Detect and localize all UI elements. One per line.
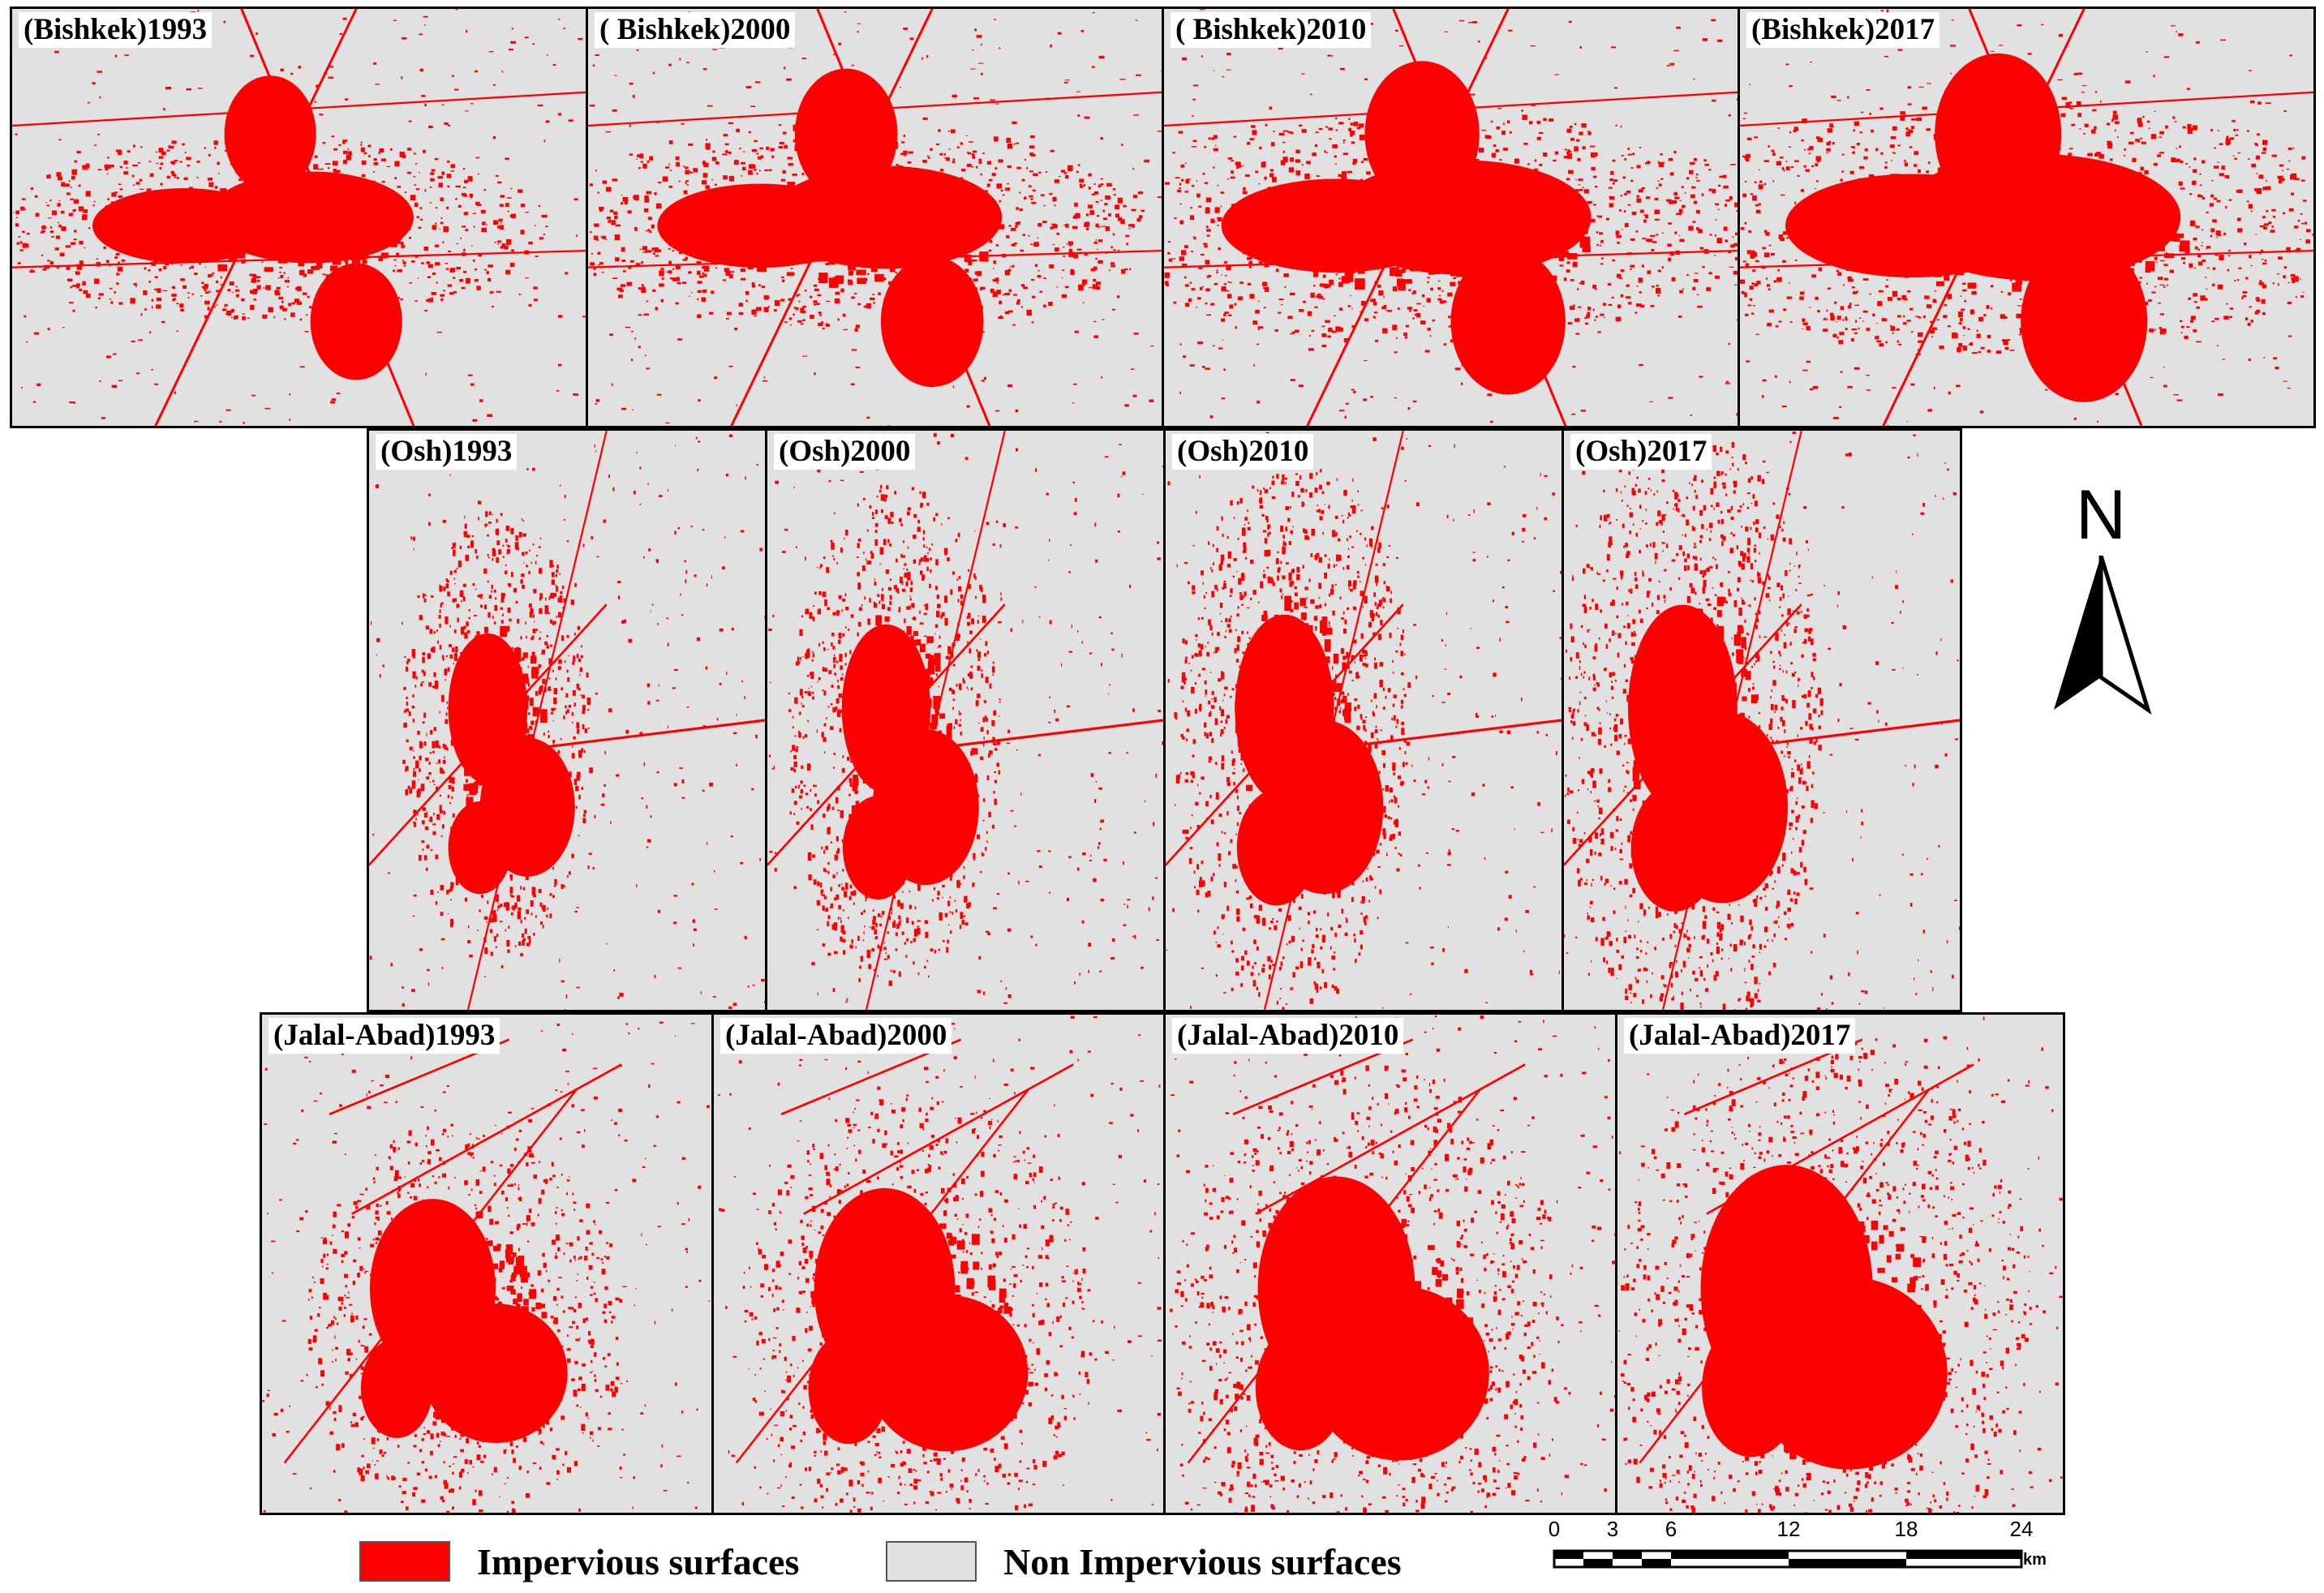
panel-title: (Osh)2000 <box>774 434 916 470</box>
map-panel-jalal-abad-1993: (Jalal-Abad)1993 <box>260 1012 714 1515</box>
panel-title: (Jalal-Abad)2017 <box>1624 1018 1856 1054</box>
legend-swatch-impervious <box>359 1541 450 1582</box>
map-panel-bishkek-1993: (Bishkek)1993 <box>10 6 588 428</box>
impervious-map <box>12 9 586 426</box>
impervious-map <box>1618 1016 2063 1513</box>
scale-unit: km <box>2023 1551 2047 1569</box>
legend-label-impervious: Impervious surfaces <box>477 1541 800 1582</box>
legend-impervious: Impervious surfaces <box>359 1538 927 1587</box>
impervious-map <box>1164 9 1738 426</box>
panel-title: (Osh)2010 <box>1172 434 1314 470</box>
panel-title: (Jalal-Abad)2010 <box>1172 1018 1404 1054</box>
scale-tick-6: 6 <box>1665 1517 1677 1541</box>
panel-title: (Jalal-Abad)1993 <box>268 1018 500 1054</box>
impervious-map <box>262 1020 711 1513</box>
map-panel-jalal-abad-2000: (Jalal-Abad)2000 <box>711 1012 1166 1515</box>
legend-swatch-non-impervious <box>886 1541 977 1582</box>
panel-title: (Bishkek)1993 <box>19 12 213 48</box>
map-panel-jalal-abad-2010: (Jalal-Abad)2010 <box>1163 1012 1617 1515</box>
panel-title: (Osh)2017 <box>1570 434 1712 470</box>
panel-title: (Bishkek)2017 <box>1746 12 1940 48</box>
map-panel-osh-2000: (Osh)2000 <box>765 428 1166 1012</box>
legend-label-non-impervious: Non Impervious surfaces <box>1003 1541 1402 1582</box>
impervious-map <box>588 9 1162 426</box>
map-panel-bishkek-2017: (Bishkek)2017 <box>1738 6 2316 428</box>
panel-title: (Osh)1993 <box>376 434 518 470</box>
impervious-map <box>1740 9 2313 426</box>
map-panel-osh-2010: (Osh)2010 <box>1163 428 1564 1012</box>
scale-tick-24: 24 <box>2009 1517 2034 1541</box>
scale-bar-graphic <box>1553 1549 2023 1569</box>
north-arrow: N <box>2044 479 2158 722</box>
impervious-map <box>1166 431 1562 1010</box>
impervious-map <box>767 431 1163 1010</box>
impervious-map <box>369 431 765 1010</box>
map-panel-bishkek-2000: ( Bishkek)2000 <box>586 6 1164 428</box>
panel-title: (Jalal-Abad)2000 <box>720 1018 952 1054</box>
scale-bar: 0 3 6 12 18 24 km <box>1549 1517 2068 1582</box>
scale-tick-18: 18 <box>1894 1517 1918 1541</box>
map-panel-osh-2017: (Osh)2017 <box>1562 428 1962 1012</box>
north-letter: N <box>2075 476 2127 554</box>
map-panel-bishkek-2010: ( Bishkek)2010 <box>1162 6 1740 428</box>
scale-tick-0: 0 <box>1548 1517 1561 1541</box>
scale-tick-12: 12 <box>1776 1517 1801 1541</box>
legend-non-impervious: Non Impervious surfaces <box>886 1538 1502 1587</box>
impervious-map <box>717 1015 1162 1513</box>
panel-title: ( Bishkek)2000 <box>595 12 796 48</box>
impervious-map <box>1564 431 1960 1010</box>
north-arrow-icon <box>2054 556 2152 715</box>
scale-tick-3: 3 <box>1606 1517 1619 1541</box>
panel-title: ( Bishkek)2010 <box>1171 12 1372 48</box>
map-panel-jalal-abad-2017: (Jalal-Abad)2017 <box>1615 1012 2065 1515</box>
map-panel-osh-1993: (Osh)1993 <box>367 428 767 1012</box>
impervious-map <box>1170 1015 1615 1513</box>
